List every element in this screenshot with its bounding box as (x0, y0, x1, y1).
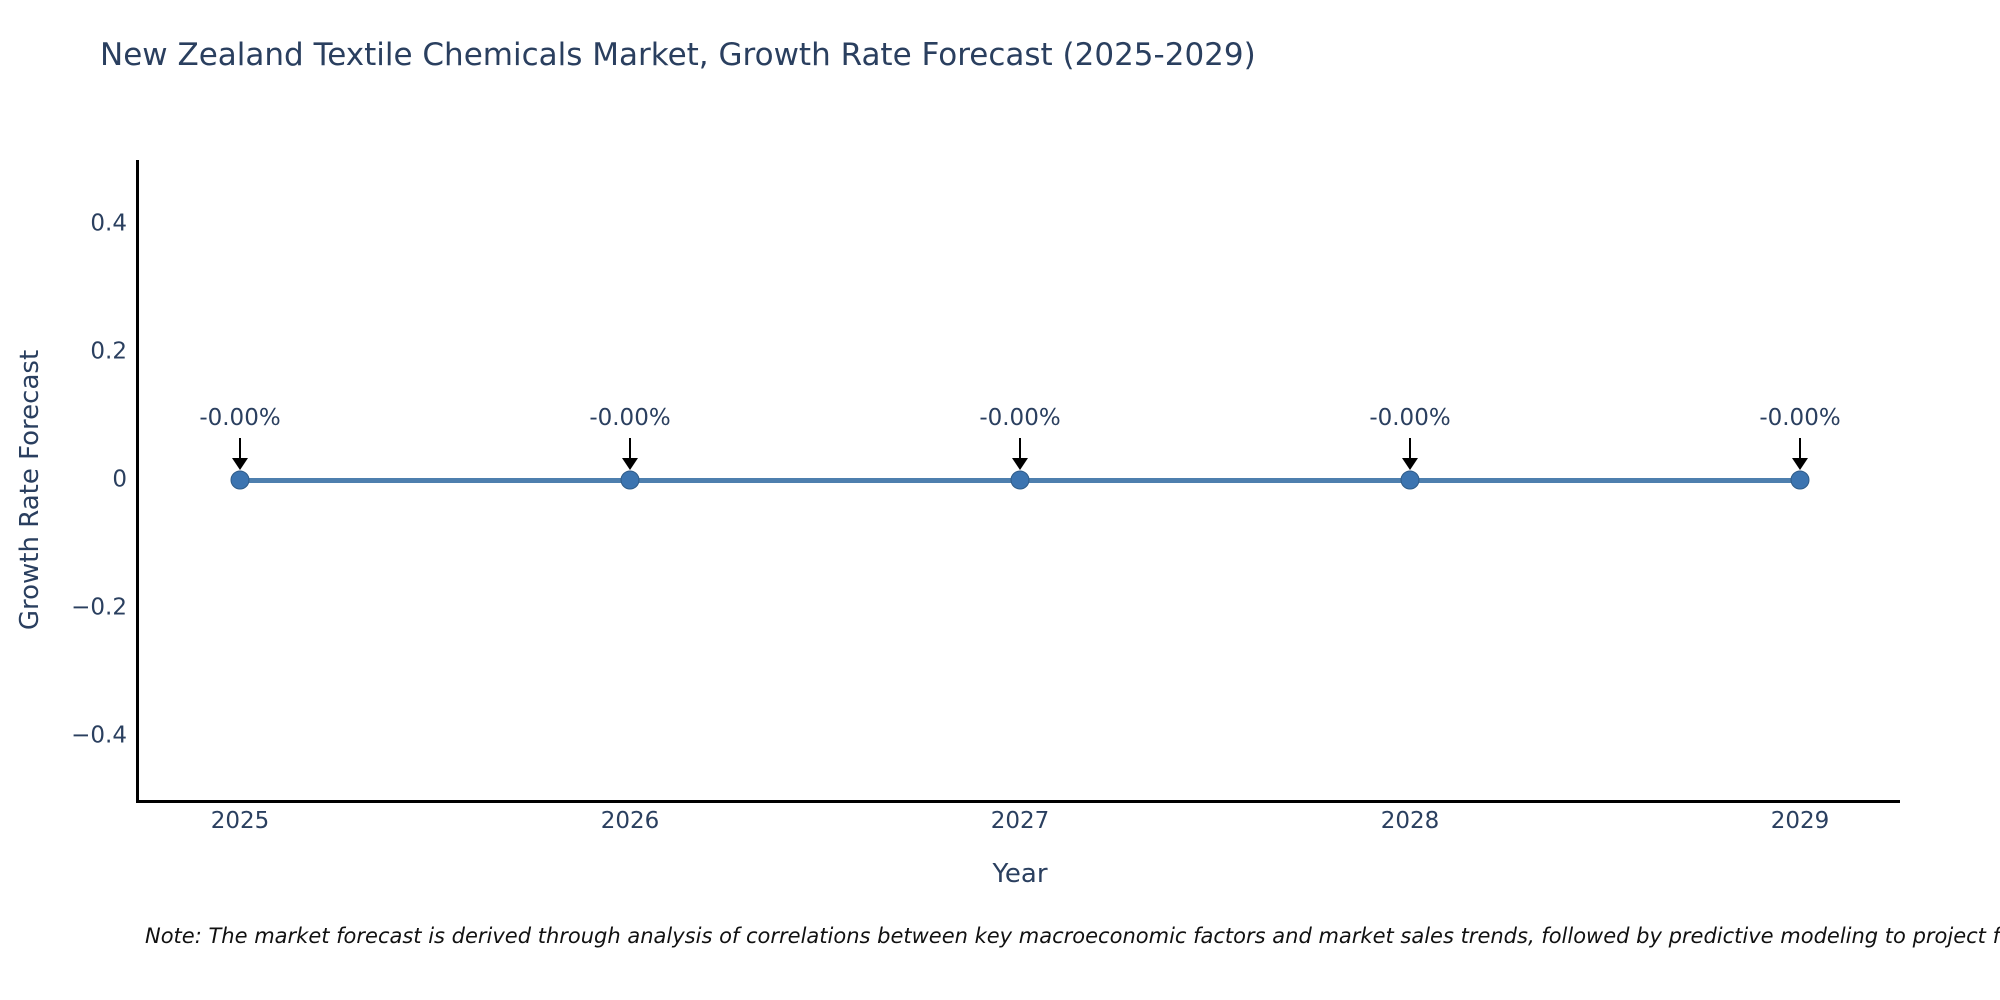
x-tick-label: 2027 (990, 808, 1050, 834)
y-tick-label: 0 (112, 466, 127, 493)
annotation-arrow-shaft (629, 438, 631, 458)
data-point-marker (1400, 470, 1420, 490)
annotation-label: -0.00% (1759, 405, 1841, 431)
annotation-arrow-shaft (1019, 438, 1021, 458)
x-tick-label: 2029 (1770, 808, 1830, 834)
line-segment (240, 477, 630, 483)
x-tick-label: 2028 (1380, 808, 1440, 834)
y-tick-label: 0.4 (90, 210, 127, 237)
annotation-label: -0.00% (979, 405, 1061, 431)
y-tick-label: −0.2 (71, 594, 127, 621)
data-point-marker (1010, 470, 1030, 490)
annotation-arrow-shaft (239, 438, 241, 458)
annotation-arrowhead-icon (622, 458, 638, 470)
x-tick-label: 2025 (210, 808, 270, 834)
data-point-marker (620, 470, 640, 490)
x-axis-line (136, 800, 1900, 803)
line-segment (630, 477, 1020, 483)
annotation-label: -0.00% (589, 405, 671, 431)
annotation-arrowhead-icon (1402, 458, 1418, 470)
annotation-label: -0.00% (199, 405, 281, 431)
y-tick-label: 0.2 (90, 338, 127, 365)
y-axis-line (136, 160, 139, 803)
x-tick-label: 2026 (600, 808, 660, 834)
annotation-label: -0.00% (1369, 405, 1451, 431)
footnote: Note: The market forecast is derived thr… (145, 924, 2000, 948)
annotation-arrowhead-icon (1012, 458, 1028, 470)
data-point-marker (1790, 470, 1810, 490)
y-tick-label: −0.4 (71, 722, 127, 749)
annotation-arrow-shaft (1409, 438, 1411, 458)
x-axis-title: Year (992, 859, 1048, 889)
chart-title: New Zealand Textile Chemicals Market, Gr… (100, 37, 1256, 73)
annotation-arrow-shaft (1799, 438, 1801, 458)
annotation-arrowhead-icon (1792, 458, 1808, 470)
data-point-marker (230, 470, 250, 490)
line-segment (1020, 477, 1410, 483)
annotation-arrowhead-icon (232, 458, 248, 470)
line-segment (1410, 477, 1800, 483)
